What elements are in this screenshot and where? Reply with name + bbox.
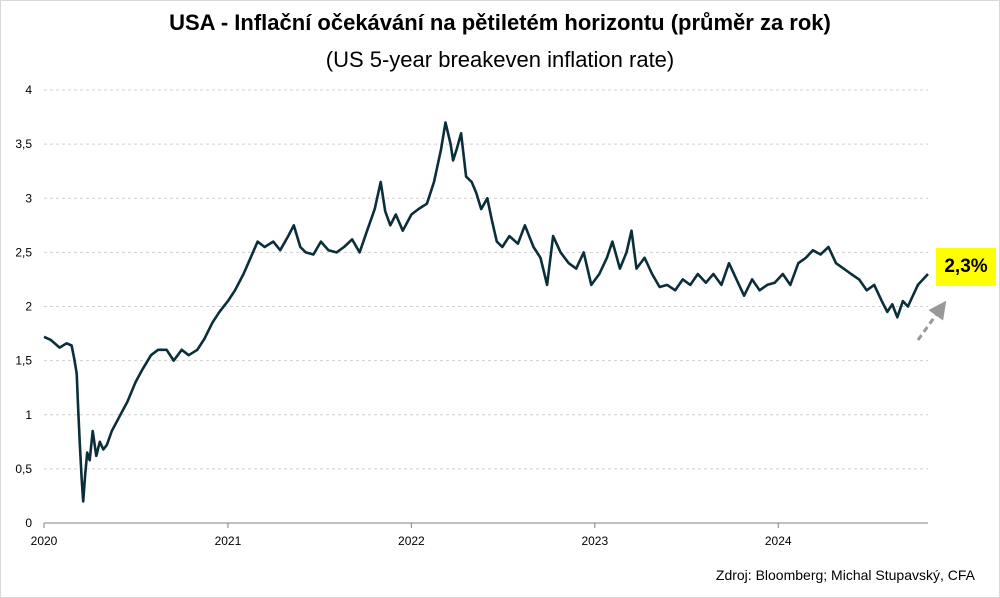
y-tick-label: 3 [25, 191, 32, 205]
x-tick-label: 2020 [31, 534, 58, 548]
x-tick-label: 2024 [765, 534, 792, 548]
trend-arrow [916, 300, 947, 341]
series-line-breakeven [43, 121, 929, 503]
y-tick-label: 1,5 [15, 354, 32, 368]
y-tick-label: 0,5 [15, 462, 32, 476]
chart-subtitle: (US 5-year breakeven inflation rate) [325, 47, 675, 72]
gridlines [44, 89, 928, 470]
latest-value-callout: 2,3% [936, 248, 996, 286]
x-tick-label: 2023 [581, 534, 608, 548]
source-note: Zdroj: Bloomberg; Michal Stupavský, CFA [715, 567, 975, 583]
y-tick-label: 2 [25, 300, 32, 314]
y-tick-label: 2,5 [15, 245, 32, 259]
x-tick-label: 2021 [215, 534, 242, 548]
x-tick-label: 2022 [398, 534, 425, 548]
x-axis: 2020 2021 2022 2023 2024 [31, 522, 928, 548]
y-tick-label: 4 [25, 83, 32, 97]
y-axis-ticks: 0 0,5 1 1,5 2 2,5 3 3,5 4 [15, 83, 32, 530]
y-tick-label: 0 [25, 516, 32, 530]
y-tick-label: 1 [25, 408, 32, 422]
chart-title: USA - Inflační očekávání na pětiletém ho… [169, 10, 831, 35]
y-tick-label: 3,5 [15, 137, 32, 151]
